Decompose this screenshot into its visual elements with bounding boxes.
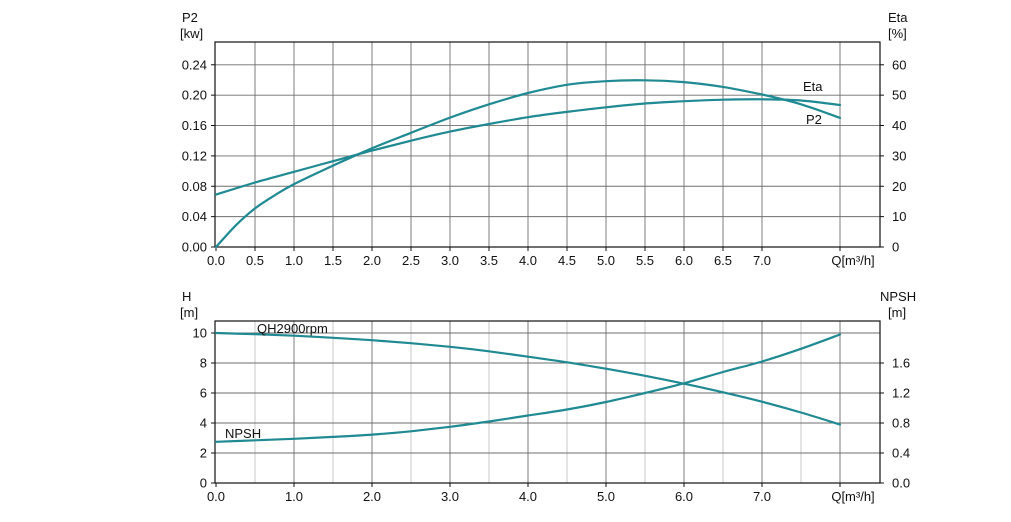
top-left-tick-label: 0.00	[182, 240, 207, 255]
bottom-right-tick-label: 1.2	[892, 386, 910, 401]
top-left-tick-label: 0.08	[182, 179, 207, 194]
top-x-tick-label: 6.5	[714, 253, 732, 268]
bottom-left-tick-label: 8	[200, 356, 207, 371]
bottom-left-tick-label: 4	[200, 416, 207, 431]
bottom-left-tick-label: 2	[200, 446, 207, 461]
series-label-eta: Eta	[803, 79, 823, 94]
top-left-tick-label: 0.16	[182, 118, 207, 133]
bottom-x-tick-label: 0.0	[207, 489, 225, 504]
p2-eta-chart: 0.0 0.5 1.0 1.5 2.0 2.5 3.0 3.5 4.0 4.5 5.0 5.5 6.0 6…	[180, 10, 908, 268]
top-right-tick-label: 10	[892, 209, 906, 224]
series-line-p2	[214, 98, 842, 196]
series-line-npsh	[214, 333, 842, 443]
series-label-npsh: NPSH	[225, 426, 261, 441]
top-left-tick-label: 0.12	[182, 148, 207, 163]
bottom-left-tick-label: 10	[193, 326, 207, 341]
top-x-axis-label: Q[m³/h]	[831, 253, 874, 268]
top-x-tick-label: 2.0	[363, 253, 381, 268]
top-x-tick-label: 1.0	[285, 253, 303, 268]
top-left-axis-title: P2	[182, 10, 198, 25]
bottom-plot-frame	[214, 320, 881, 484]
bottom-right-tick-label: 0.0	[892, 476, 910, 491]
bottom-left-tick-label: 6	[200, 386, 207, 401]
top-x-tick-label: 3.0	[441, 253, 459, 268]
top-left-axis-unit: [kw]	[180, 26, 203, 41]
bottom-left-tick-label: 0	[200, 476, 207, 491]
top-x-tick-label: 4.0	[519, 253, 537, 268]
bottom-x-tick-label: 1.0	[285, 489, 303, 504]
top-right-tick-label: 30	[892, 148, 906, 163]
top-x-tick-label: 5.5	[636, 253, 654, 268]
top-right-tick-label: 40	[892, 118, 906, 133]
top-x-tick-label: 6.0	[675, 253, 693, 268]
top-right-tick-label: 0	[892, 240, 899, 255]
bottom-x-tick-label: 4.0	[519, 489, 537, 504]
bottom-right-tick-label: 0.4	[892, 446, 910, 461]
top-x-tick-label: 0.5	[246, 253, 264, 268]
top-right-tick-label: 60	[892, 57, 906, 72]
series-line-qh2900rpm	[214, 331, 842, 426]
top-right-axis-title: Eta	[888, 10, 908, 25]
bottom-x-tick-label: 3.0	[441, 489, 459, 504]
bottom-left-axis-title: H	[182, 289, 191, 304]
top-x-tick-label: 0.0	[207, 253, 225, 268]
top-left-tick-label: 0.04	[182, 209, 207, 224]
series-label-p2: P2	[806, 112, 822, 127]
bottom-right-axis-title: NPSH	[880, 289, 916, 304]
bottom-x-tick-label: 6.0	[675, 489, 693, 504]
top-x-tick-label: 4.5	[558, 253, 576, 268]
top-left-tick-label: 0.20	[182, 88, 207, 103]
top-right-tick-label: 50	[892, 88, 906, 103]
bottom-x-tick-label: 2.0	[363, 489, 381, 504]
bottom-x-axis-label: Q[m³/h]	[831, 489, 874, 504]
top-x-tick-label: 1.5	[324, 253, 342, 268]
top-x-tick-label: 3.5	[480, 253, 498, 268]
top-x-tick-label: 5.0	[597, 253, 615, 268]
series-line-eta	[214, 79, 842, 249]
top-right-tick-label: 20	[892, 179, 906, 194]
bottom-right-tick-label: 1.6	[892, 356, 910, 371]
top-plot-frame	[214, 41, 881, 248]
top-x-tick-label: 2.5	[402, 253, 420, 268]
bottom-right-tick-label: 0.8	[892, 416, 910, 431]
series-label-qh2900rpm: QH2900rpm	[257, 321, 328, 336]
bottom-right-axis-unit: [m]	[888, 305, 906, 320]
top-left-tick-label: 0.24	[182, 57, 207, 72]
bottom-left-axis-unit: [m]	[180, 305, 198, 320]
bottom-x-tick-label: 5.0	[597, 489, 615, 504]
bottom-x-tick-label: 7.0	[753, 489, 771, 504]
top-right-axis-unit: [%]	[888, 26, 907, 41]
h-npsh-chart: 0.0 1.0 2.0 3.0 4.0 5.0 6.0 7.0 Q[m³/h] 0 2 4 6 8 10 0.…	[180, 289, 916, 504]
top-x-tick-label: 7.0	[753, 253, 771, 268]
